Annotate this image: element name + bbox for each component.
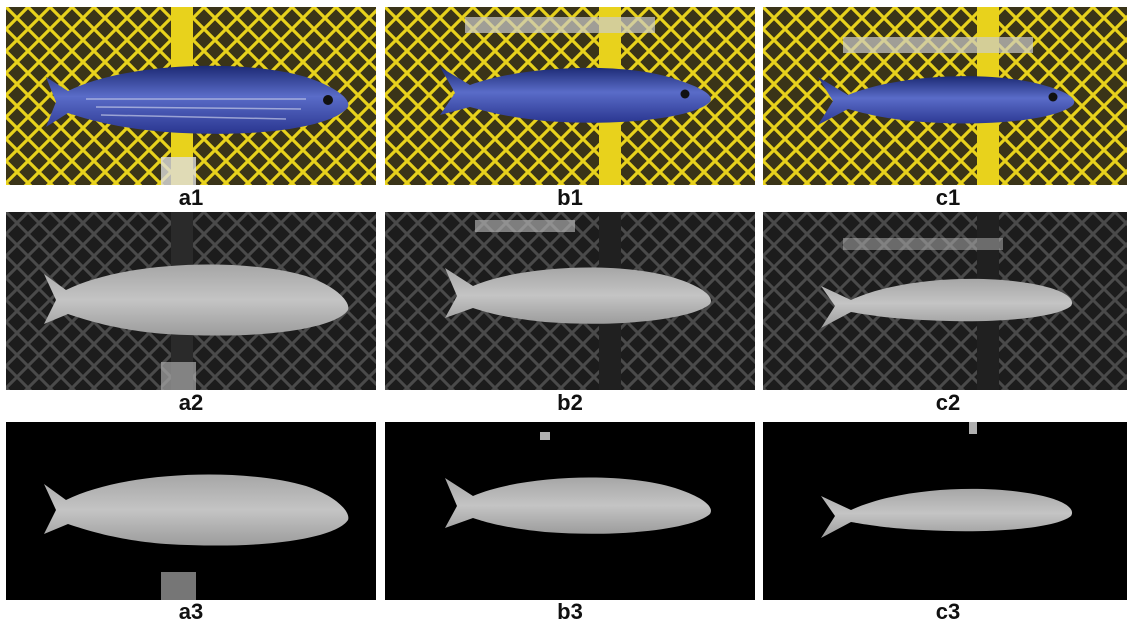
photo-panel-a1 <box>6 7 376 185</box>
label-b3: b3 <box>557 599 583 624</box>
label-b1: b1 <box>557 185 583 210</box>
photo-panel-c1 <box>763 7 1127 185</box>
grayscale-panel-c2 <box>763 212 1127 390</box>
label-a2: a2 <box>178 390 204 415</box>
mask-b3-image <box>385 422 755 600</box>
grayscale-b2-image <box>385 212 755 390</box>
photo-panel-b1 <box>385 7 755 185</box>
label-c2: c2 <box>935 390 961 415</box>
mask-a3-image <box>6 422 376 600</box>
photo-c1-image <box>763 7 1127 185</box>
label-b2: b2 <box>557 390 583 415</box>
photo-b1-image <box>385 7 755 185</box>
mask-c3-image <box>763 422 1127 600</box>
label-a3: a3 <box>178 599 204 624</box>
grayscale-panel-a2 <box>6 212 376 390</box>
label-c1: c1 <box>935 185 961 210</box>
grayscale-panel-b2 <box>385 212 755 390</box>
mask-panel-a3 <box>6 422 376 600</box>
mask-panel-b3 <box>385 422 755 600</box>
label-a1: a1 <box>178 185 204 210</box>
photo-a1-image <box>6 7 376 185</box>
grayscale-c2-image <box>763 212 1127 390</box>
grayscale-a2-image <box>6 212 376 390</box>
label-c3: c3 <box>935 599 961 624</box>
mask-panel-c3 <box>763 422 1127 600</box>
